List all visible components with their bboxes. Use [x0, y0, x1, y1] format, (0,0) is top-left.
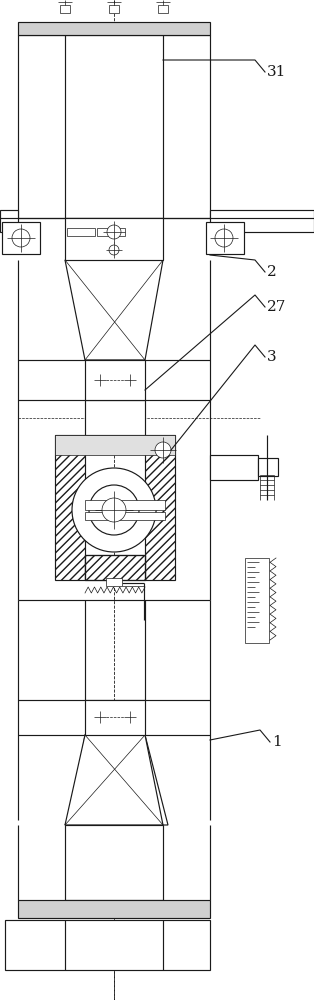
Bar	[206, 222, 244, 254]
Polygon shape	[145, 435, 175, 580]
Bar	[258, 458, 278, 476]
Circle shape	[89, 485, 139, 535]
Bar	[18, 900, 210, 918]
Bar	[210, 210, 314, 232]
Polygon shape	[65, 735, 163, 825]
Bar	[55, 435, 175, 455]
Polygon shape	[65, 735, 145, 825]
Polygon shape	[55, 435, 85, 580]
Bar	[245, 558, 269, 643]
Circle shape	[107, 225, 121, 239]
Circle shape	[155, 442, 171, 458]
Bar	[5, 920, 210, 970]
Bar	[85, 512, 165, 520]
Bar	[85, 400, 145, 435]
Polygon shape	[65, 260, 163, 360]
Bar	[2, 222, 40, 254]
Bar	[106, 578, 122, 586]
Text: 31: 31	[267, 65, 286, 79]
Circle shape	[104, 500, 124, 520]
Circle shape	[72, 468, 156, 552]
Bar	[67, 228, 95, 236]
Text: 2: 2	[267, 265, 277, 279]
Circle shape	[215, 229, 233, 247]
Circle shape	[12, 229, 30, 247]
Bar	[158, 5, 168, 13]
Text: 1: 1	[272, 735, 282, 749]
Bar	[65, 218, 163, 260]
Polygon shape	[70, 735, 168, 825]
Bar	[210, 455, 258, 480]
Bar	[85, 555, 145, 580]
Bar	[109, 5, 119, 13]
Circle shape	[102, 498, 126, 522]
Bar	[85, 700, 145, 735]
Bar	[97, 228, 125, 236]
Bar	[18, 22, 210, 35]
Bar	[85, 500, 165, 510]
Circle shape	[109, 245, 119, 255]
Text: 3: 3	[267, 350, 277, 364]
Bar	[85, 555, 145, 580]
Text: 27: 27	[267, 300, 286, 314]
Bar	[0, 210, 18, 232]
Bar	[85, 360, 145, 400]
Bar	[65, 825, 163, 900]
Bar	[18, 35, 210, 218]
Bar	[60, 5, 70, 13]
